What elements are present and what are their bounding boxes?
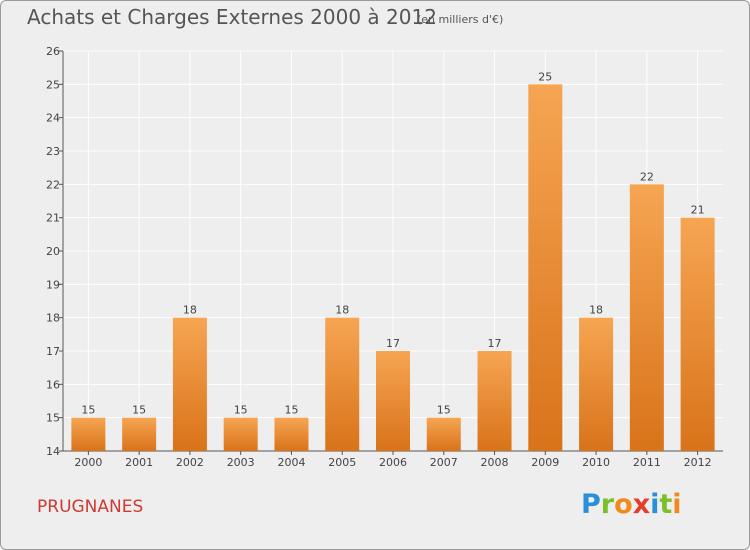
bar-2005 (325, 317, 360, 451)
y-tick-label: 15 (46, 412, 60, 425)
x-tick-label: 2004 (277, 456, 305, 469)
bar-value-label: 25 (538, 70, 552, 83)
chart-subtitle: (en milliers d'€) (417, 13, 504, 26)
bar-2007 (426, 417, 461, 451)
x-tick-label: 2006 (379, 456, 407, 469)
bar-value-label: 17 (488, 337, 502, 350)
bar-value-label: 18 (335, 304, 349, 317)
bar-value-label: 18 (183, 304, 197, 317)
y-tick-label: 18 (46, 312, 60, 325)
y-tick-label: 21 (46, 212, 60, 225)
bar-value-label: 15 (132, 404, 146, 417)
bar-2000 (71, 417, 106, 451)
logo-letter: t (659, 489, 673, 520)
y-tick-label: 20 (46, 245, 60, 258)
bar-2008 (477, 351, 512, 451)
x-tick-label: 2009 (531, 456, 559, 469)
x-tick-label: 2010 (582, 456, 610, 469)
bar-value-label: 18 (589, 304, 603, 317)
y-tick-label: 16 (46, 378, 60, 391)
x-tick-label: 2001 (125, 456, 153, 469)
proxiti-logo: Proxiti (581, 489, 682, 520)
x-tick-label: 2007 (430, 456, 458, 469)
y-tick-label: 17 (46, 345, 60, 358)
x-tick-label: 2002 (176, 456, 204, 469)
logo-letter: i (672, 489, 682, 520)
bar-value-label: 15 (234, 404, 248, 417)
x-tick-label: 2005 (328, 456, 356, 469)
bar-2003 (223, 417, 258, 451)
logo-letter: r (600, 489, 615, 520)
bar-2009 (528, 84, 563, 451)
x-tick-label: 2000 (74, 456, 102, 469)
commune-name: PRUGNANES (37, 497, 144, 517)
x-tick-label: 2003 (227, 456, 255, 469)
chart-title: Achats et Charges Externes 2000 à 2012 (27, 5, 437, 29)
bar-2011 (629, 184, 664, 452)
x-tick-label: 2012 (684, 456, 712, 469)
bar-2006 (376, 351, 410, 451)
logo-letter: P (581, 489, 601, 520)
logo-letter: o (614, 489, 633, 520)
logo-letter: x (632, 489, 651, 520)
x-tick-label: 2008 (481, 456, 509, 469)
y-tick-label: 26 (46, 45, 60, 58)
y-tick-label: 23 (46, 145, 60, 158)
bar-2002 (172, 317, 207, 451)
bar-value-label: 21 (691, 204, 705, 217)
bar-2004 (274, 417, 309, 451)
x-tick-label: 2011 (633, 456, 661, 469)
bar-value-label: 15 (437, 404, 451, 417)
bar-2001 (122, 417, 157, 451)
bar-value-label: 15 (284, 404, 298, 417)
labels: 2000 15 2001 15 2002 18 2003 15 2004 15 2005 18 2006… (74, 70, 711, 469)
y-tick-label: 14 (46, 445, 60, 458)
y-tick-label: 22 (46, 178, 60, 191)
bars (71, 84, 715, 452)
bar-value-label: 15 (81, 404, 95, 417)
logo-letter: i (650, 489, 660, 520)
bar-value-label: 17 (386, 337, 400, 350)
y-tick-label: 19 (46, 278, 60, 291)
bar-value-label: 22 (640, 170, 654, 183)
y-tick-label: 25 (46, 78, 60, 91)
y-tick-label: 24 (46, 112, 60, 125)
bar-2010 (579, 317, 614, 451)
bar-2012 (680, 217, 715, 451)
